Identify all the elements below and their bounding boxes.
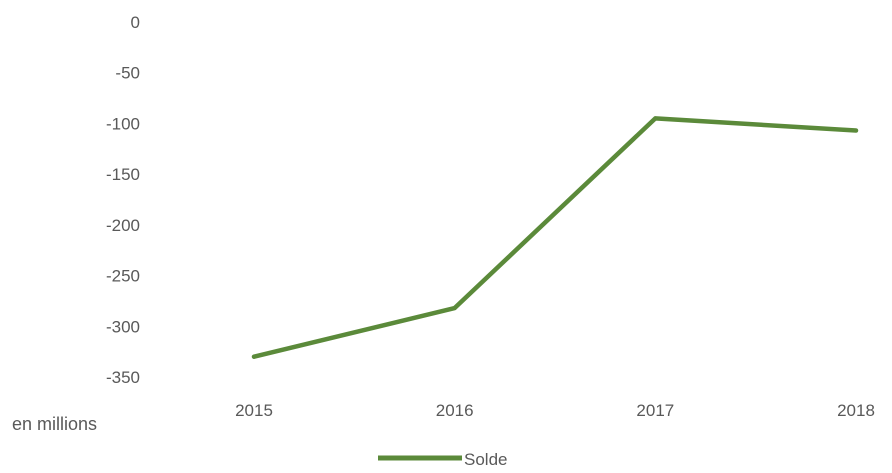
x-tick-label: 2018 [837, 401, 875, 420]
data-point [854, 128, 858, 133]
data-point [653, 116, 658, 121]
x-axis-ticks: 2015 2016 2017 2018 [235, 401, 875, 420]
y-tick-label: -100 [106, 114, 140, 133]
series-group [251, 116, 859, 359]
y-tick-label: -200 [106, 216, 140, 235]
x-tick-label: 2017 [636, 401, 674, 420]
legend-label-solde: Solde [464, 450, 507, 468]
series-line-solde [251, 116, 859, 359]
unit-label: en millions [12, 414, 97, 434]
y-tick-label: -50 [115, 64, 140, 83]
y-tick-label: -300 [106, 317, 140, 336]
y-tick-label: -250 [106, 267, 140, 286]
x-tick-label: 2016 [436, 401, 474, 420]
y-tick-label: -150 [106, 165, 140, 184]
x-tick-label: 2015 [235, 401, 273, 420]
y-tick-label: 0 [131, 13, 140, 32]
data-point [452, 306, 457, 311]
data-point [252, 354, 256, 359]
y-axis-ticks: 0 -50 -100 -150 -200 -250 -300 -350 [106, 13, 140, 387]
y-tick-label: -350 [106, 368, 140, 387]
legend: Solde [378, 450, 507, 469]
